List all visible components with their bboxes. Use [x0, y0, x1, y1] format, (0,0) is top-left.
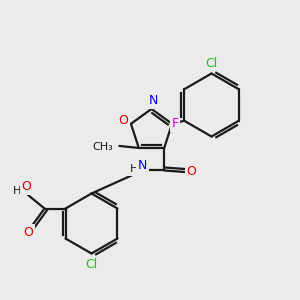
- Text: H: H: [13, 185, 22, 196]
- Text: Cl: Cl: [85, 257, 98, 271]
- Text: H: H: [130, 164, 138, 174]
- Text: Cl: Cl: [206, 56, 218, 70]
- Text: O: O: [186, 166, 196, 178]
- Text: O: O: [118, 114, 128, 127]
- Text: N: N: [149, 94, 159, 107]
- Text: N: N: [138, 159, 147, 172]
- Text: CH₃: CH₃: [92, 142, 113, 152]
- Text: O: O: [23, 226, 33, 239]
- Text: O: O: [22, 180, 32, 193]
- Text: F: F: [172, 117, 179, 130]
